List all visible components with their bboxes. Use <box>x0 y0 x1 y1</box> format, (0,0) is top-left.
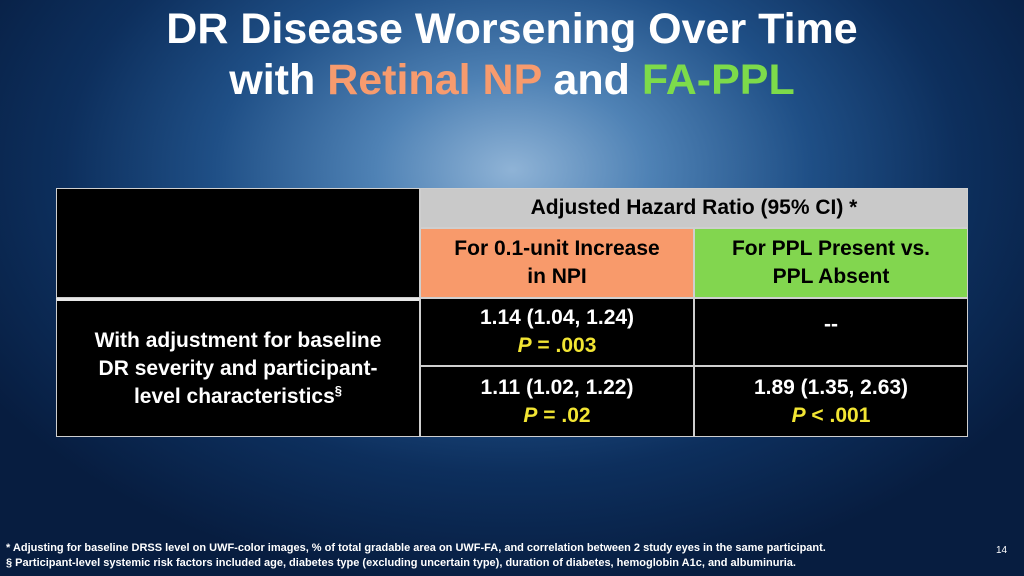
hr-value: 1.14 (1.04, 1.24) <box>479 306 635 329</box>
title-with: with <box>229 56 328 104</box>
slide-title: DR Disease Worsening Over Time with Reti… <box>0 4 1024 106</box>
p-value: P = .003 <box>518 332 597 360</box>
section-mark: § <box>334 382 343 398</box>
header-main-text: Adjusted Hazard Ratio (95% CI) * <box>530 196 858 219</box>
row-label-line3-text: level characteristics <box>133 384 335 408</box>
header-npi-increase: For 0.1-unit Increase in NPI <box>420 228 694 298</box>
row-label-line2: DR severity and participant- <box>98 356 378 380</box>
col1-header-line2: in NPI <box>527 265 587 288</box>
p-letter: P <box>517 334 532 357</box>
hazard-ratio-table: Adjusted Hazard Ratio (95% CI) * For 0.1… <box>56 188 968 437</box>
footnote-participant-level: § Participant-level systemic risk factor… <box>6 557 796 569</box>
p-number: = .003 <box>531 334 597 357</box>
row-label-line1: With adjustment for baseline <box>94 328 382 352</box>
page-number: 14 <box>996 545 1008 556</box>
title-line-2: with Retinal NP and FA-PPL <box>0 55 1024 106</box>
p-letter: P <box>791 403 806 427</box>
p-number: = .02 <box>537 403 591 427</box>
cell-ppl-model2: 1.89 (1.35, 2.63) P < .001 <box>694 366 968 437</box>
empty-corner-cell <box>56 188 420 298</box>
p-value: P = .02 <box>523 402 590 430</box>
p-value: P < .001 <box>792 402 871 430</box>
title-retinal-np: Retinal NP <box>327 56 542 104</box>
hr-value: 1.89 (1.35, 2.63) <box>753 375 909 399</box>
footnote-adjustment: * Adjusting for baseline DRSS level on U… <box>6 542 826 554</box>
header-adjusted-hazard-ratio: Adjusted Hazard Ratio (95% CI) * <box>420 188 968 228</box>
title-line-1: DR Disease Worsening Over Time <box>166 5 858 53</box>
cell-ppl-model1: -- <box>694 298 968 366</box>
p-number: < .001 <box>805 403 871 427</box>
row-label-adjustment: With adjustment for baseline DR severity… <box>56 298 420 437</box>
col2-header-line2: PPL Absent <box>772 265 890 288</box>
col2-header-line1: For PPL Present vs. <box>731 237 931 260</box>
cell-npi-model1: 1.14 (1.04, 1.24) P = .003 <box>420 298 694 366</box>
hr-value-empty: -- <box>824 313 838 336</box>
cell-npi-model2: 1.11 (1.02, 1.22) P = .02 <box>420 366 694 437</box>
col1-header-line1: For 0.1-unit Increase <box>454 237 660 260</box>
hr-value: 1.11 (1.02, 1.22) <box>480 375 634 399</box>
row-label-line3: level characteristics§ <box>134 383 342 411</box>
title-fa-ppl: FA-PPL <box>641 56 795 104</box>
p-letter: P <box>523 403 538 427</box>
title-and: and <box>541 56 642 104</box>
footnotes: * Adjusting for baseline DRSS level on U… <box>6 541 986 571</box>
header-ppl-present: For PPL Present vs. PPL Absent <box>694 228 968 298</box>
